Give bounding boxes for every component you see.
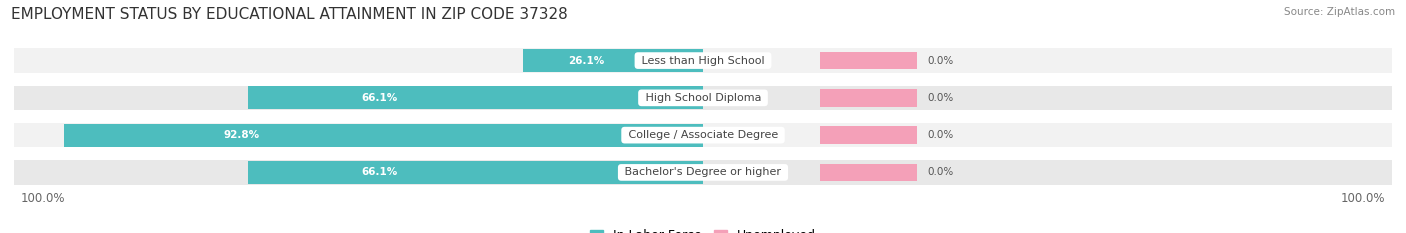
Text: 26.1%: 26.1% [568,56,605,65]
Bar [247,161,703,184]
Text: High School Diploma: High School Diploma [641,93,765,103]
Text: EMPLOYMENT STATUS BY EDUCATIONAL ATTAINMENT IN ZIP CODE 37328: EMPLOYMENT STATUS BY EDUCATIONAL ATTAINM… [11,7,568,22]
Bar [247,86,703,110]
Bar [820,52,917,69]
Bar [820,89,917,106]
Bar [820,164,917,181]
Bar [63,123,703,147]
Text: 100.0%: 100.0% [1340,192,1385,205]
Bar [14,48,1392,73]
Text: 0.0%: 0.0% [928,93,953,103]
Text: 0.0%: 0.0% [928,168,953,177]
Text: College / Associate Degree: College / Associate Degree [624,130,782,140]
Text: Bachelor's Degree or higher: Bachelor's Degree or higher [621,168,785,177]
Bar [820,127,917,144]
Text: 100.0%: 100.0% [21,192,66,205]
Bar [523,49,703,72]
Text: 0.0%: 0.0% [928,56,953,65]
Bar [14,86,1392,110]
Text: 0.0%: 0.0% [928,130,953,140]
Bar [14,160,1392,185]
Bar [14,123,1392,147]
Text: Less than High School: Less than High School [638,56,768,65]
Text: 66.1%: 66.1% [361,168,398,177]
Text: Source: ZipAtlas.com: Source: ZipAtlas.com [1284,7,1395,17]
Text: 92.8%: 92.8% [224,130,260,140]
Legend: In Labor Force, Unemployed: In Labor Force, Unemployed [585,224,821,233]
Text: 66.1%: 66.1% [361,93,398,103]
